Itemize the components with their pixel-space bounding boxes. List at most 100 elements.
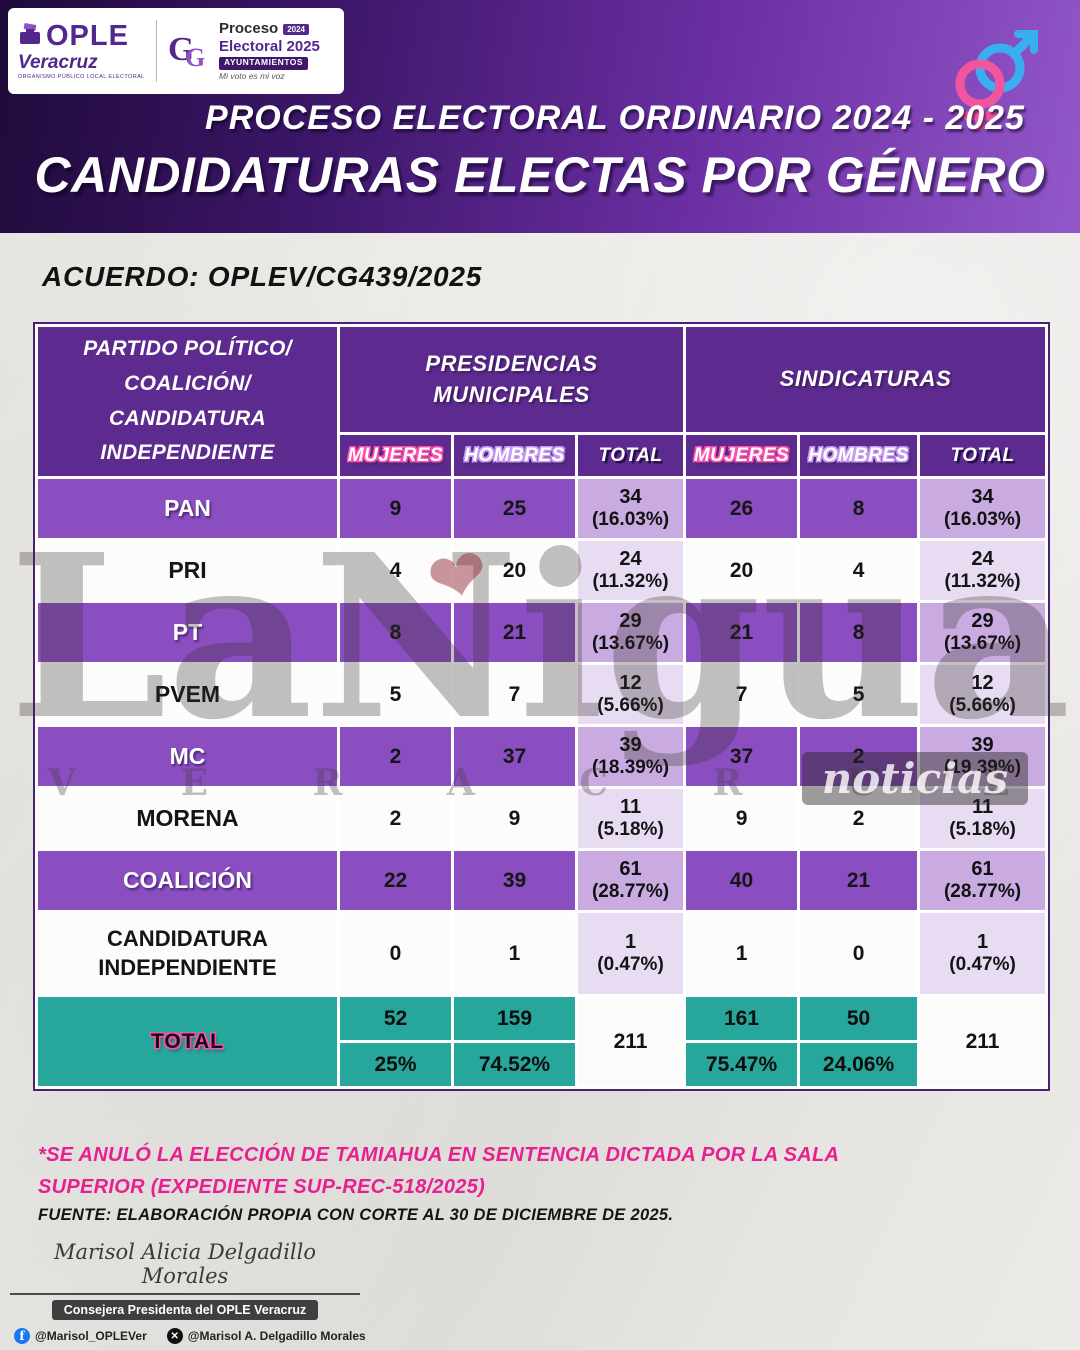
party-name: CANDIDATURA INDEPENDIENTE <box>35 910 340 997</box>
total-percent: (0.47%) <box>597 954 664 976</box>
annulment-footnote: *SE ANULÓ LA ELECCIÓN DE TAMIAHUA EN SEN… <box>38 1144 840 1198</box>
si-hombres-value: 8 <box>797 476 921 541</box>
pm-mujeres-value: 5 <box>337 662 454 727</box>
pm-mujeres-value: 8 <box>337 600 454 665</box>
pm-hombres-value: 37 <box>451 724 578 789</box>
page-title: PROCESO ELECTORAL ORDINARIO 2024 - 2025 <box>205 99 1025 137</box>
si-mujeres-value: 1 <box>683 910 801 997</box>
page-subtitle: CANDIDATURAS ELECTAS POR GÉNERO <box>34 147 1046 203</box>
proceso-word: Proceso <box>219 20 279 38</box>
pm-hombres-value: 7 <box>451 662 578 727</box>
table-row-morena: MORENA 2 9 11 (5.18%) 9 2 11 (5.18%) <box>35 786 1049 851</box>
table-row-coalicion: COALICIÓN 22 39 61 (28.77%) 40 21 61 (28.7… <box>35 848 1049 913</box>
header-cell-si-total: TOTAL <box>917 432 1049 479</box>
grand-total-si: 211 <box>917 994 1049 1089</box>
pm-hombres-value: 1 <box>451 910 578 997</box>
pm-mujeres-value: 4 <box>337 538 454 603</box>
table-row-pt: PT 8 21 29 (13.67%) 21 8 29 (13.67%) <box>35 600 1049 665</box>
header-cell-pm-hombres: HOMBRES <box>451 432 578 479</box>
header-cell-party: PARTIDO POLÍTICO/ COALICIÓN/ CANDIDATURA… <box>35 324 340 479</box>
total-percent: (13.67%) <box>591 633 670 655</box>
header-banner: OPLE Veracruz ORGANISMO PÚBLICO LOCAL EL… <box>0 0 1080 233</box>
si-hombres-value: 5 <box>797 662 921 727</box>
header-row-subcolumns: MUJERES HOMBRES TOTAL MUJERES HOMBRES TO… <box>37 432 1049 479</box>
proceso-texts: Proceso 2024 Electoral 2025 AYUNTAMIENTO… <box>219 20 320 81</box>
party-name: PT <box>35 600 340 665</box>
pm-mujeres-value: 2 <box>337 724 454 789</box>
proceso-line1: Proceso 2024 <box>219 20 320 37</box>
si-total-cell: 24 (11.32%) <box>917 538 1049 603</box>
table-row-pri: PRI 4 20 24 (11.32%) 20 4 24 (11.32%) <box>35 538 1049 603</box>
x-handle: @Marisol A. Delgadillo Morales <box>187 1329 366 1343</box>
si-total-cell: 11 (5.18%) <box>917 786 1049 851</box>
si-total-cell: 1 (0.47%) <box>917 910 1049 997</box>
total-percent: (28.77%) <box>591 881 670 903</box>
si-mujeres-value: 26 <box>683 476 801 541</box>
logo-divider <box>156 20 157 82</box>
party-name: PAN <box>35 476 340 541</box>
total-number: 12 <box>971 672 994 695</box>
party-name: MORENA <box>35 786 340 851</box>
si-hombres-value: 4 <box>797 538 921 603</box>
slogan-text: Mi voto es mi voz <box>219 70 285 81</box>
table-row-total-counts: TOTAL 52 159 211 161 50 211 <box>35 994 1049 1089</box>
total-number: 29 <box>971 610 994 633</box>
total-number: 39 <box>619 734 642 757</box>
si-total-cell: 61 (28.77%) <box>917 848 1049 913</box>
proceso-electoral-logo: G G Proceso 2024 Electoral 2025 AYUNTAMI… <box>167 20 320 81</box>
total-percent: (13.67%) <box>943 633 1022 655</box>
acuerdo-label: ACUERDO: OPLEV/CG439/2025 <box>42 261 483 292</box>
si-hombres-value: 2 <box>797 724 921 789</box>
results-table: PARTIDO POLÍTICO/ COALICIÓN/ CANDIDATURA… <box>35 324 1049 1089</box>
ople-wordmark: OPLE <box>46 19 129 52</box>
si-total-cell: 12 (5.66%) <box>917 662 1049 727</box>
party-name: PVEM <box>35 662 340 727</box>
total-percent: (5.66%) <box>597 695 664 717</box>
pm-total-cell: 1 (0.47%) <box>574 910 687 997</box>
si-mujeres-value: 40 <box>683 848 801 913</box>
si-hombres-value: 8 <box>797 600 921 665</box>
facebook-link[interactable]: f @Marisol_OPLEVer <box>14 1328 147 1344</box>
results-table-wrap: PARTIDO POLÍTICO/ COALICIÓN/ CANDIDATURA… <box>35 324 1049 1089</box>
total-pm-hombres: 159 <box>451 994 578 1043</box>
header-cell-si-hombres: HOMBRES <box>797 432 921 479</box>
total-si-hombres-pct: 24.06% <box>797 1040 921 1089</box>
si-total-cell: 39 (19.39%) <box>917 724 1049 789</box>
total-number: 34 <box>619 486 642 509</box>
si-mujeres-value: 20 <box>683 538 801 603</box>
total-percent: (11.32%) <box>944 571 1021 593</box>
signature-name: Marisol Alicia Delgadillo Morales <box>10 1240 360 1295</box>
total-si-mujeres-pct: 75.47% <box>683 1040 801 1089</box>
total-si-hombres: 50 <box>797 994 921 1043</box>
header-cell-si-mujeres: MUJERES <box>683 432 801 479</box>
x-link[interactable]: ✕ @Marisol A. Delgadillo Morales <box>166 1328 366 1344</box>
total-pm-mujeres: 52 <box>337 994 454 1043</box>
total-number: 11 <box>971 796 994 819</box>
si-mujeres-value: 37 <box>683 724 801 789</box>
party-name: PRI <box>35 538 340 603</box>
total-pm-mujeres-pct: 25% <box>337 1040 454 1089</box>
total-number: 24 <box>619 548 642 571</box>
x-icon: ✕ <box>166 1328 183 1344</box>
facebook-icon: f <box>14 1328 30 1344</box>
ayuntamientos-badge: AYUNTAMIENTOS <box>219 56 309 70</box>
total-number: 34 <box>971 486 994 509</box>
si-hombres-value: 2 <box>797 786 921 851</box>
total-percent: (16.03%) <box>591 509 670 531</box>
pm-total-cell: 11 (5.18%) <box>574 786 687 851</box>
veracruz-wordmark: Veracruz <box>18 51 98 73</box>
total-number: 1 <box>976 931 989 954</box>
party-name: MC <box>35 724 340 789</box>
total-number: 61 <box>619 858 642 881</box>
pm-mujeres-value: 2 <box>337 786 454 851</box>
si-hombres-value: 0 <box>797 910 921 997</box>
total-number: 11 <box>619 796 642 819</box>
ople-logo: OPLE Veracruz ORGANISMO PÚBLICO LOCAL EL… <box>18 19 146 81</box>
total-number: 12 <box>619 672 642 695</box>
total-si-mujeres: 161 <box>683 994 801 1043</box>
total-percent: (0.47%) <box>949 954 1016 976</box>
facebook-handle: @Marisol_OPLEVer <box>35 1329 147 1343</box>
grand-total-pm: 211 <box>574 994 687 1089</box>
party-name: COALICIÓN <box>35 848 340 913</box>
